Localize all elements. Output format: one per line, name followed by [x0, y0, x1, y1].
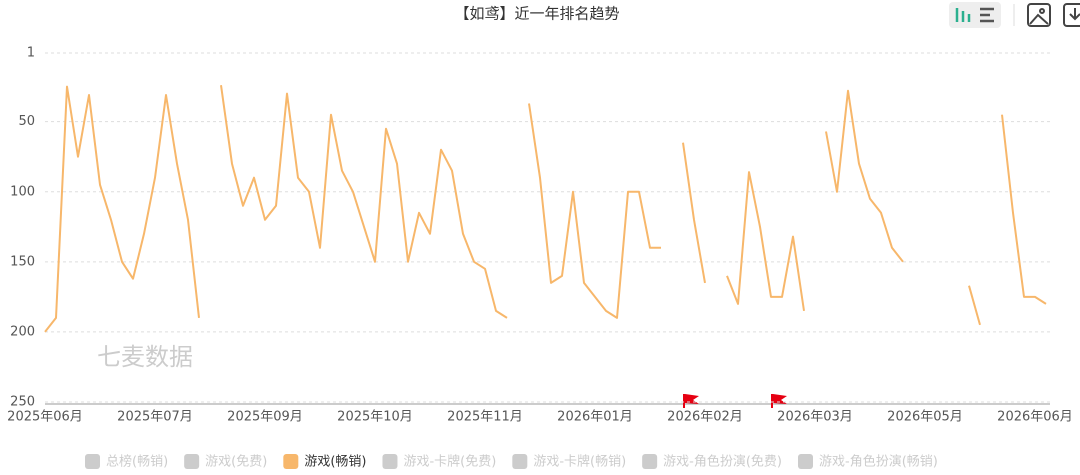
legend-item[interactable]: 游戏-卡牌(免费) — [382, 454, 496, 470]
legend-item[interactable]: 游戏(畅销) — [283, 454, 366, 470]
y-tick-label: 50 — [18, 114, 35, 129]
legend-item[interactable]: 总榜(畅销) — [85, 454, 168, 470]
legend-swatch — [512, 454, 528, 469]
y-tick-label: 250 — [10, 395, 35, 410]
x-tick-label: 2025年07月 — [117, 410, 193, 425]
legend-label: 总榜(畅销) — [106, 454, 168, 470]
chart-title: 【如鸢】近一年排名趋势 — [454, 5, 619, 23]
series-line — [44, 85, 1047, 333]
x-tick-label: 2025年10月 — [337, 410, 413, 425]
legend-item[interactable]: 游戏(免费) — [184, 454, 267, 470]
legend-item[interactable]: 游戏-角色扮演(免费) — [642, 454, 782, 470]
legend-swatch — [184, 454, 200, 469]
legend-swatch — [798, 454, 813, 469]
y-tick-label: 150 — [10, 254, 35, 269]
legend-item[interactable]: 游戏-卡牌(畅销) — [512, 454, 626, 470]
legend-swatch — [283, 454, 299, 469]
flag — [771, 394, 787, 408]
flag — [683, 394, 699, 408]
legend-swatch — [642, 454, 658, 469]
y-tick-label: 100 — [10, 184, 35, 199]
x-tick-label: 2025年11月 — [447, 410, 523, 425]
legend-item[interactable]: 游戏-角色扮演(畅销) — [798, 454, 938, 470]
legend-swatch — [85, 454, 100, 469]
bar-icon[interactable] — [955, 8, 971, 22]
legend-label: 游戏-角色扮演(畅销) — [819, 454, 938, 470]
download-icon[interactable] — [1063, 3, 1080, 27]
legend-label: 游戏(畅销) — [304, 455, 366, 470]
x-tick-label: 2026年05月 — [887, 410, 963, 425]
x-tick-label: 2026年06月 — [997, 410, 1073, 425]
x-tick-label: 2026年03月 — [777, 410, 853, 425]
y-tick-label: 1 — [27, 46, 35, 61]
x-tick-label: 2026年01月 — [557, 410, 633, 425]
list-icon[interactable] — [980, 7, 994, 23]
x-tick-label: 2025年09月 — [227, 410, 303, 425]
legend-label: 游戏(免费) — [205, 455, 267, 470]
legend-label: 游戏-角色扮演(免费) — [663, 454, 782, 470]
legend-label: 游戏-卡牌(免费) — [403, 454, 496, 470]
x-tick-label: 2026年02月 — [667, 410, 743, 425]
toolbar[interactable] — [949, 2, 1080, 28]
legend-label: 游戏-卡牌(畅销) — [533, 454, 626, 470]
image-icon[interactable] — [1027, 3, 1051, 27]
x-tick-label: 2025年06月 — [7, 410, 83, 425]
y-tick-label: 200 — [10, 324, 35, 339]
legend-swatch — [382, 454, 398, 469]
watermark: 七麦数据 — [97, 343, 193, 371]
